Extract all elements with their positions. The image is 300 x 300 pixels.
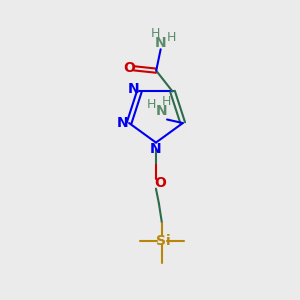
Text: O: O: [124, 61, 135, 75]
Text: H: H: [167, 32, 176, 44]
Text: N: N: [155, 36, 167, 50]
Text: O: O: [154, 176, 166, 190]
Text: N: N: [128, 82, 139, 95]
Text: H: H: [146, 98, 156, 111]
Text: Si: Si: [156, 234, 171, 248]
Text: N: N: [150, 142, 162, 156]
Text: H: H: [162, 95, 171, 108]
Text: N: N: [156, 104, 168, 118]
Text: H: H: [151, 27, 160, 40]
Text: N: N: [117, 116, 128, 130]
